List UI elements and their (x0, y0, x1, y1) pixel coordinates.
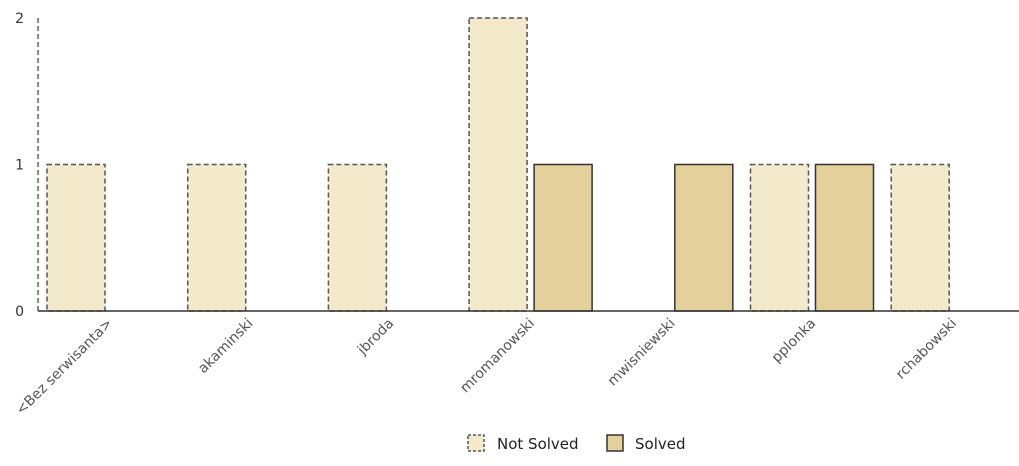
legend: Not Solved Solved (467, 434, 686, 453)
x-category-label: rchabowski (893, 316, 960, 383)
y-tick-label: 1 (15, 158, 24, 174)
y-axis: 0 1 2 (15, 11, 39, 320)
bar-not-solved (327, 163, 388, 312)
x-category-label: akaminski (195, 316, 256, 377)
legend-label: Not Solved (497, 435, 579, 453)
x-category-label: mromanowski (457, 316, 538, 397)
x-category-label: mwisniewski (605, 316, 679, 390)
bar-not-solved (186, 163, 247, 312)
bar-solved (814, 163, 875, 312)
bars-group (46, 17, 950, 312)
x-category-label: jbroda (354, 316, 397, 359)
bar-solved (674, 163, 734, 312)
bar-not-solved (749, 163, 810, 312)
legend-label: Solved (635, 435, 686, 453)
x-category-label: pplonka (769, 316, 820, 367)
bar-not-solved (46, 163, 106, 312)
x-axis: <Bez serwisanta> akaminski jbroda mromanows… (13, 310, 1019, 419)
bar-solved (533, 163, 593, 312)
y-tick-label: 0 (15, 304, 24, 320)
legend-swatch (467, 434, 485, 452)
bar-not-solved (890, 163, 950, 312)
y-tick-label: 2 (15, 11, 24, 27)
legend-swatch (606, 434, 624, 452)
bar-not-solved (468, 17, 528, 312)
x-category-label: <Bez serwisanta> (13, 316, 116, 419)
